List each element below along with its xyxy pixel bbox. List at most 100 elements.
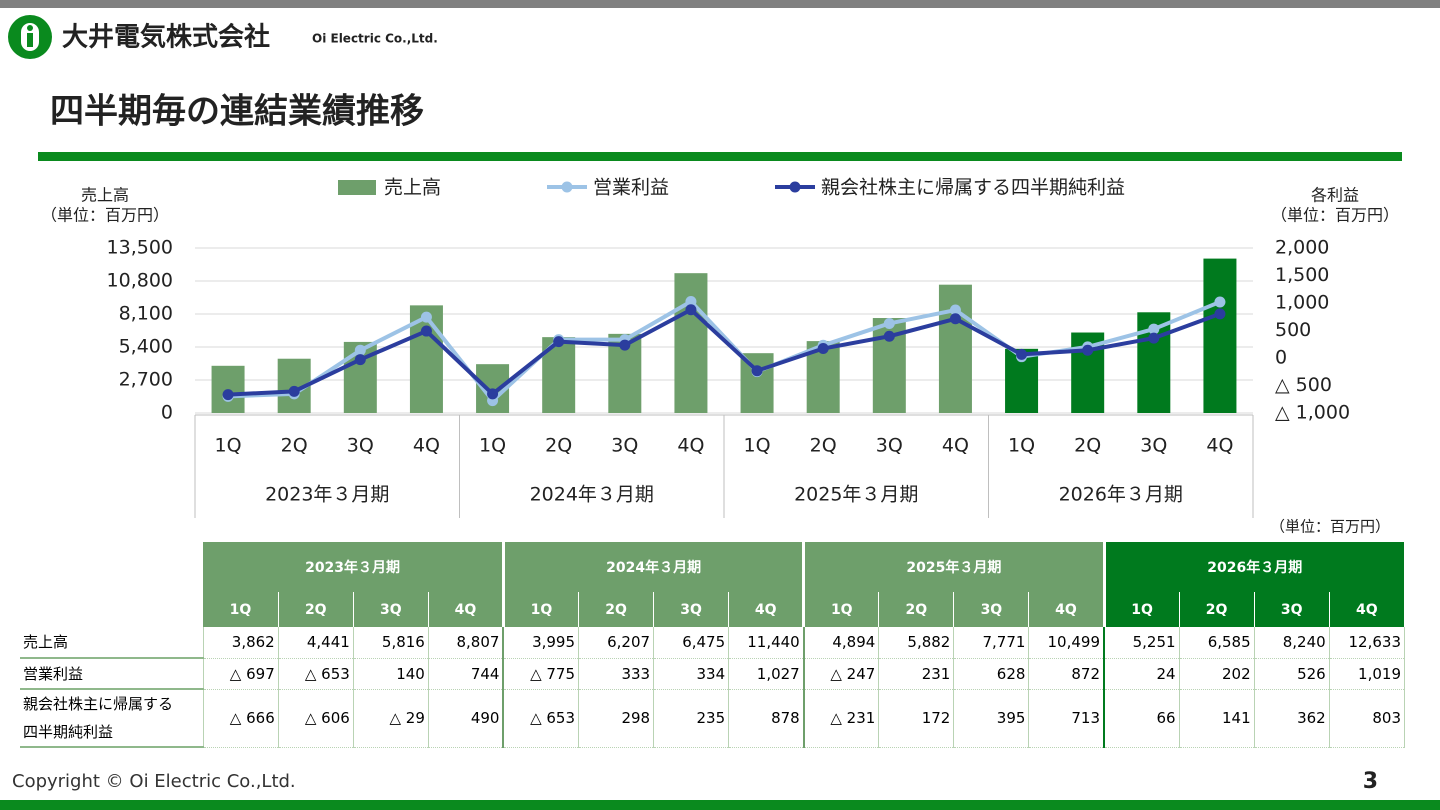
marker <box>1148 332 1160 344</box>
y-tick-label: 0 <box>161 402 173 424</box>
table-cell: 202 <box>1179 658 1255 690</box>
marker <box>354 344 366 356</box>
y2-tick-label: △ 1,000 <box>1275 402 1350 424</box>
x-tick-label: 3Q <box>876 435 903 457</box>
marker <box>1214 308 1226 320</box>
table-cell: 5,251 <box>1103 627 1180 659</box>
group-label: 2026年３月期 <box>1059 484 1183 506</box>
group-header: 2024年３月期 <box>501 542 805 592</box>
table-cell: △ 653 <box>278 658 354 690</box>
x-tick-label: 1Q <box>1008 435 1035 457</box>
table-cell: 333 <box>578 658 655 690</box>
x-tick-label: 2Q <box>281 435 308 457</box>
group-label: 2024年３月期 <box>530 484 654 506</box>
quarter-header: 2Q <box>278 592 354 627</box>
table-cell: 7,771 <box>953 627 1030 659</box>
y-tick-label: 2,700 <box>119 369 173 391</box>
quarter-header: 1Q <box>501 592 580 627</box>
group-header: 2026年３月期 <box>1102 542 1406 592</box>
marker <box>685 296 697 308</box>
y-tick-label: 10,800 <box>107 270 173 292</box>
quarter-header: 1Q <box>1102 592 1180 627</box>
bar <box>1203 258 1237 413</box>
quarter-header: 4Q <box>1028 592 1105 627</box>
x-tick-label: 3Q <box>1140 435 1167 457</box>
table-cell: 6,475 <box>653 627 730 659</box>
table-cell: 10,499 <box>1028 627 1105 659</box>
x-tick-label: 1Q <box>744 435 771 457</box>
table-cell: 231 <box>878 658 955 690</box>
table-cell: 490 <box>428 689 504 748</box>
table-cell: 526 <box>1254 658 1330 690</box>
legend-marker <box>789 181 801 193</box>
group-header: 2025年３月期 <box>802 542 1105 592</box>
bar <box>674 273 708 413</box>
blank <box>20 592 203 627</box>
x-tick-label: 4Q <box>677 435 704 457</box>
data-table: 2023年３月期 2024年３月期 2025年３月期 2026年３月期 1Q 2Q 3Q 4Q… <box>20 542 1406 748</box>
table-cell: 140 <box>353 658 429 690</box>
quarter-header: 3Q <box>353 592 429 627</box>
x-tick-label: 4Q <box>1206 435 1233 457</box>
table-cell: 4,894 <box>802 627 880 659</box>
table-cell: 6,585 <box>1179 627 1255 659</box>
table-cell: △ 653 <box>502 689 580 748</box>
logo-i <box>27 33 33 47</box>
marker <box>817 343 829 355</box>
table-cell: 235 <box>653 689 730 748</box>
legend-label: 売上高 <box>384 177 441 199</box>
row-label-text: 親会社株主に帰属する四半期純利益 <box>23 695 174 741</box>
marker <box>883 317 895 329</box>
table-cell: 878 <box>728 689 805 748</box>
y2-tick-label: △ 500 <box>1275 374 1332 396</box>
marker <box>487 388 499 400</box>
quarter-header: 1Q <box>802 592 880 627</box>
marker <box>420 311 432 323</box>
marker <box>685 304 697 316</box>
group-label: 2025年３月期 <box>794 484 918 506</box>
logo-dot <box>27 25 33 31</box>
table-cell: 11,440 <box>728 627 805 659</box>
title-rule <box>38 152 1402 161</box>
y2-tick-label: 1,500 <box>1275 264 1329 286</box>
quarter-header: 3Q <box>953 592 1030 627</box>
table-cell: 744 <box>428 658 504 690</box>
table-unit: （単位：百万円） <box>1270 518 1390 536</box>
table-cell: △ 29 <box>353 689 429 748</box>
quarter-header: 3Q <box>653 592 730 627</box>
x-tick-label: 4Q <box>413 435 440 457</box>
marker <box>222 389 234 401</box>
y-axis-label: 売上高 <box>81 186 129 205</box>
y-tick-label: 13,500 <box>107 237 173 259</box>
x-tick-label: 2Q <box>1074 435 1101 457</box>
legend-swatch <box>338 180 376 195</box>
slide-title: 四半期毎の連結業績推移 <box>50 92 424 132</box>
marker <box>1148 323 1160 335</box>
table-cell: 395 <box>953 689 1030 748</box>
bottom-bar <box>0 800 1440 810</box>
group-label: 2023年３月期 <box>265 484 389 506</box>
x-tick-label: 2Q <box>810 435 837 457</box>
marker <box>883 330 895 342</box>
x-tick-label: 3Q <box>611 435 638 457</box>
y2-tick-label: 500 <box>1275 319 1311 341</box>
quarter-header: 4Q <box>428 592 504 627</box>
y2-tick-label: 1,000 <box>1275 292 1329 314</box>
table-cell: 141 <box>1179 689 1255 748</box>
table-cell: 8,240 <box>1254 627 1330 659</box>
bar <box>938 284 972 413</box>
row-label-text: 売上高 <box>23 633 69 651</box>
table-cell: 872 <box>1028 658 1105 690</box>
row-label: 親会社株主に帰属する四半期純利益 <box>20 689 204 748</box>
marker <box>288 385 300 397</box>
table-cell: △ 666 <box>202 689 279 748</box>
y-tick-label: 8,100 <box>119 303 173 325</box>
table-cell: △ 775 <box>502 658 580 690</box>
quarter-header: 4Q <box>1329 592 1406 627</box>
table-cell: △ 697 <box>202 658 279 690</box>
table-cell: 3,862 <box>202 627 279 659</box>
marker <box>553 336 565 348</box>
table-cell: 362 <box>1254 689 1330 748</box>
